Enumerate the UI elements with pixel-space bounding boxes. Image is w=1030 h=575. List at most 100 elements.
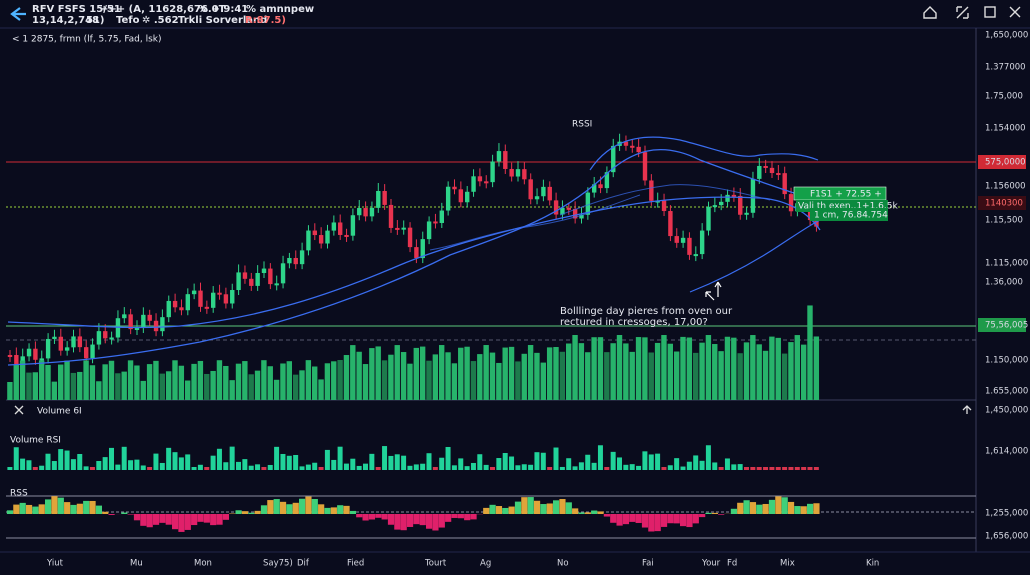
oscillator-bar	[337, 505, 344, 514]
volume-rsi-bar	[331, 459, 337, 470]
oscillator-bar	[83, 500, 90, 514]
volume-bar	[51, 381, 58, 400]
oscillator-bar	[356, 514, 363, 518]
bollinger-mid	[429, 184, 771, 251]
volume-rsi-bar	[83, 466, 89, 470]
candle-body	[71, 336, 76, 348]
expand-icon[interactable]	[956, 6, 969, 19]
oscillator-bar	[514, 501, 522, 514]
panel-title: Volume 6I	[37, 407, 82, 417]
candle-body	[471, 176, 476, 192]
oscillator-bar	[762, 503, 769, 514]
candle-body	[211, 292, 216, 308]
collapse-icon[interactable]	[962, 405, 972, 414]
oscillator-bar	[19, 502, 26, 514]
oscillator-bar	[692, 514, 699, 524]
volume-rsi-bar	[32, 467, 38, 470]
volume-rsi-bar	[375, 467, 381, 470]
oscillator-bar	[13, 504, 20, 514]
volume-bar	[572, 335, 578, 400]
candle-body	[64, 347, 70, 351]
oscillator-bar	[426, 514, 433, 529]
volume-bar	[807, 305, 813, 400]
volume-rsi-bar	[96, 461, 102, 470]
volume-bar	[223, 365, 229, 400]
candle-body	[198, 290, 203, 307]
volume-bar	[762, 350, 769, 400]
volume-rsi-bar	[216, 448, 222, 470]
volume-rsi-bar	[299, 466, 305, 470]
candle-body	[223, 294, 229, 304]
candle-body	[172, 300, 178, 308]
volume-bar	[172, 360, 178, 400]
volume-bar	[235, 363, 242, 400]
volume-rsi-bar	[13, 447, 19, 470]
volume-bar	[331, 361, 337, 400]
oscillator-bar	[660, 514, 668, 527]
oscillator-bar	[6, 510, 14, 514]
candle-body	[452, 186, 457, 190]
home-icon[interactable]	[923, 6, 937, 19]
volume-rsi-bar	[166, 447, 172, 470]
volume-bar	[292, 374, 299, 400]
volume-rsi-bar	[617, 457, 622, 470]
oscillator-bar	[419, 514, 426, 526]
close-icon[interactable]	[1009, 6, 1021, 18]
oscillator-bar	[152, 514, 160, 525]
price-axis-label: 1,614,000	[985, 447, 1028, 457]
candle-body	[401, 227, 406, 230]
volume-bar	[477, 354, 483, 400]
back-button[interactable]	[10, 7, 26, 21]
oscillator-bar	[718, 514, 725, 515]
price-axis-label: 1,656,000	[985, 532, 1028, 542]
price-axis-label: 575,0000	[985, 158, 1026, 168]
candle-body	[547, 186, 552, 201]
status-text: +++ (A, 11628,676.0T	[100, 4, 226, 15]
status-text: 13,14,2,748	[32, 15, 99, 26]
price-tag	[810, 208, 888, 221]
candle-body	[191, 290, 197, 295]
volume-rsi-bar	[350, 458, 356, 470]
volume-bar	[585, 352, 591, 400]
status-text: % amnnpew	[246, 4, 314, 15]
price-label-box	[978, 196, 1026, 210]
volume-bar	[673, 351, 680, 400]
volume-bar	[578, 343, 585, 400]
oscillator-bar	[489, 504, 496, 514]
close-panel[interactable]	[14, 405, 24, 415]
price-axis-label: 1.75,000	[985, 92, 1023, 102]
volume-rsi-bar	[324, 449, 330, 470]
oscillator-bar	[108, 514, 115, 515]
volume-bar	[553, 347, 559, 400]
volume-rsi-bar	[140, 465, 146, 470]
oscillator-bar	[597, 511, 604, 514]
candle-body	[7, 355, 13, 357]
volume-bar	[699, 342, 705, 400]
oscillator-bar	[635, 514, 642, 523]
volume-bar	[318, 379, 324, 400]
candle-body	[744, 212, 749, 215]
volume-bar	[610, 343, 616, 400]
volume-bar	[305, 360, 312, 400]
volume-bar	[743, 342, 750, 400]
window-icon[interactable]	[984, 6, 996, 18]
volume-bar	[7, 382, 13, 400]
candle-body	[299, 250, 305, 265]
oscillator-bar	[813, 503, 820, 514]
volume-bar	[210, 370, 216, 400]
candle-body	[141, 314, 146, 328]
oscillator-bar	[508, 506, 515, 514]
volume-rsi-bar	[629, 464, 635, 470]
volume-rsi-bar	[337, 446, 343, 470]
volume-rsi-bar	[236, 461, 241, 470]
volume-rsi-bar	[667, 465, 673, 470]
candle-body	[376, 190, 381, 208]
volume-bar	[470, 361, 477, 400]
price-axis-label: 1.115,000	[985, 259, 1028, 269]
candle-body	[687, 237, 692, 255]
candle-body	[490, 161, 495, 183]
volume-rsi-bar	[712, 462, 718, 470]
